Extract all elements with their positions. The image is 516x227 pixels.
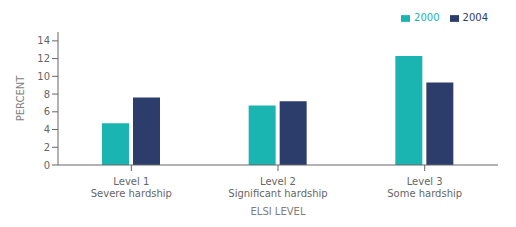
- svg-text:ELSI LEVEL: ELSI LEVEL: [251, 206, 306, 217]
- svg-text:14: 14: [37, 35, 50, 46]
- svg-text:6: 6: [44, 106, 50, 117]
- svg-text:PERCENT: PERCENT: [15, 75, 26, 122]
- svg-text:Level 2Significant hardship: Level 2Significant hardship: [228, 176, 327, 199]
- svg-text:10: 10: [37, 71, 50, 82]
- svg-text:2: 2: [44, 142, 50, 153]
- svg-text:8: 8: [44, 89, 50, 100]
- svg-text:Level 1Severe hardship: Level 1Severe hardship: [91, 176, 172, 199]
- svg-text:0: 0: [44, 160, 50, 171]
- html-text:2000: 2000: [414, 12, 440, 23]
- html-text:2004: 2004: [462, 12, 488, 23]
- svg-text:4: 4: [44, 124, 50, 135]
- svg-text:12: 12: [37, 53, 50, 64]
- svg-text:Level 3Some hardship: Level 3Some hardship: [387, 176, 462, 199]
